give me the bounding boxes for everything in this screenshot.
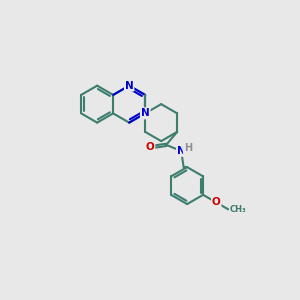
Text: H: H xyxy=(184,143,192,153)
Text: N: N xyxy=(141,108,149,118)
Text: N: N xyxy=(125,81,134,91)
Text: CH₃: CH₃ xyxy=(230,205,246,214)
Text: N: N xyxy=(141,108,149,118)
Text: N: N xyxy=(177,146,186,156)
Text: O: O xyxy=(212,197,220,207)
Text: O: O xyxy=(146,142,154,152)
